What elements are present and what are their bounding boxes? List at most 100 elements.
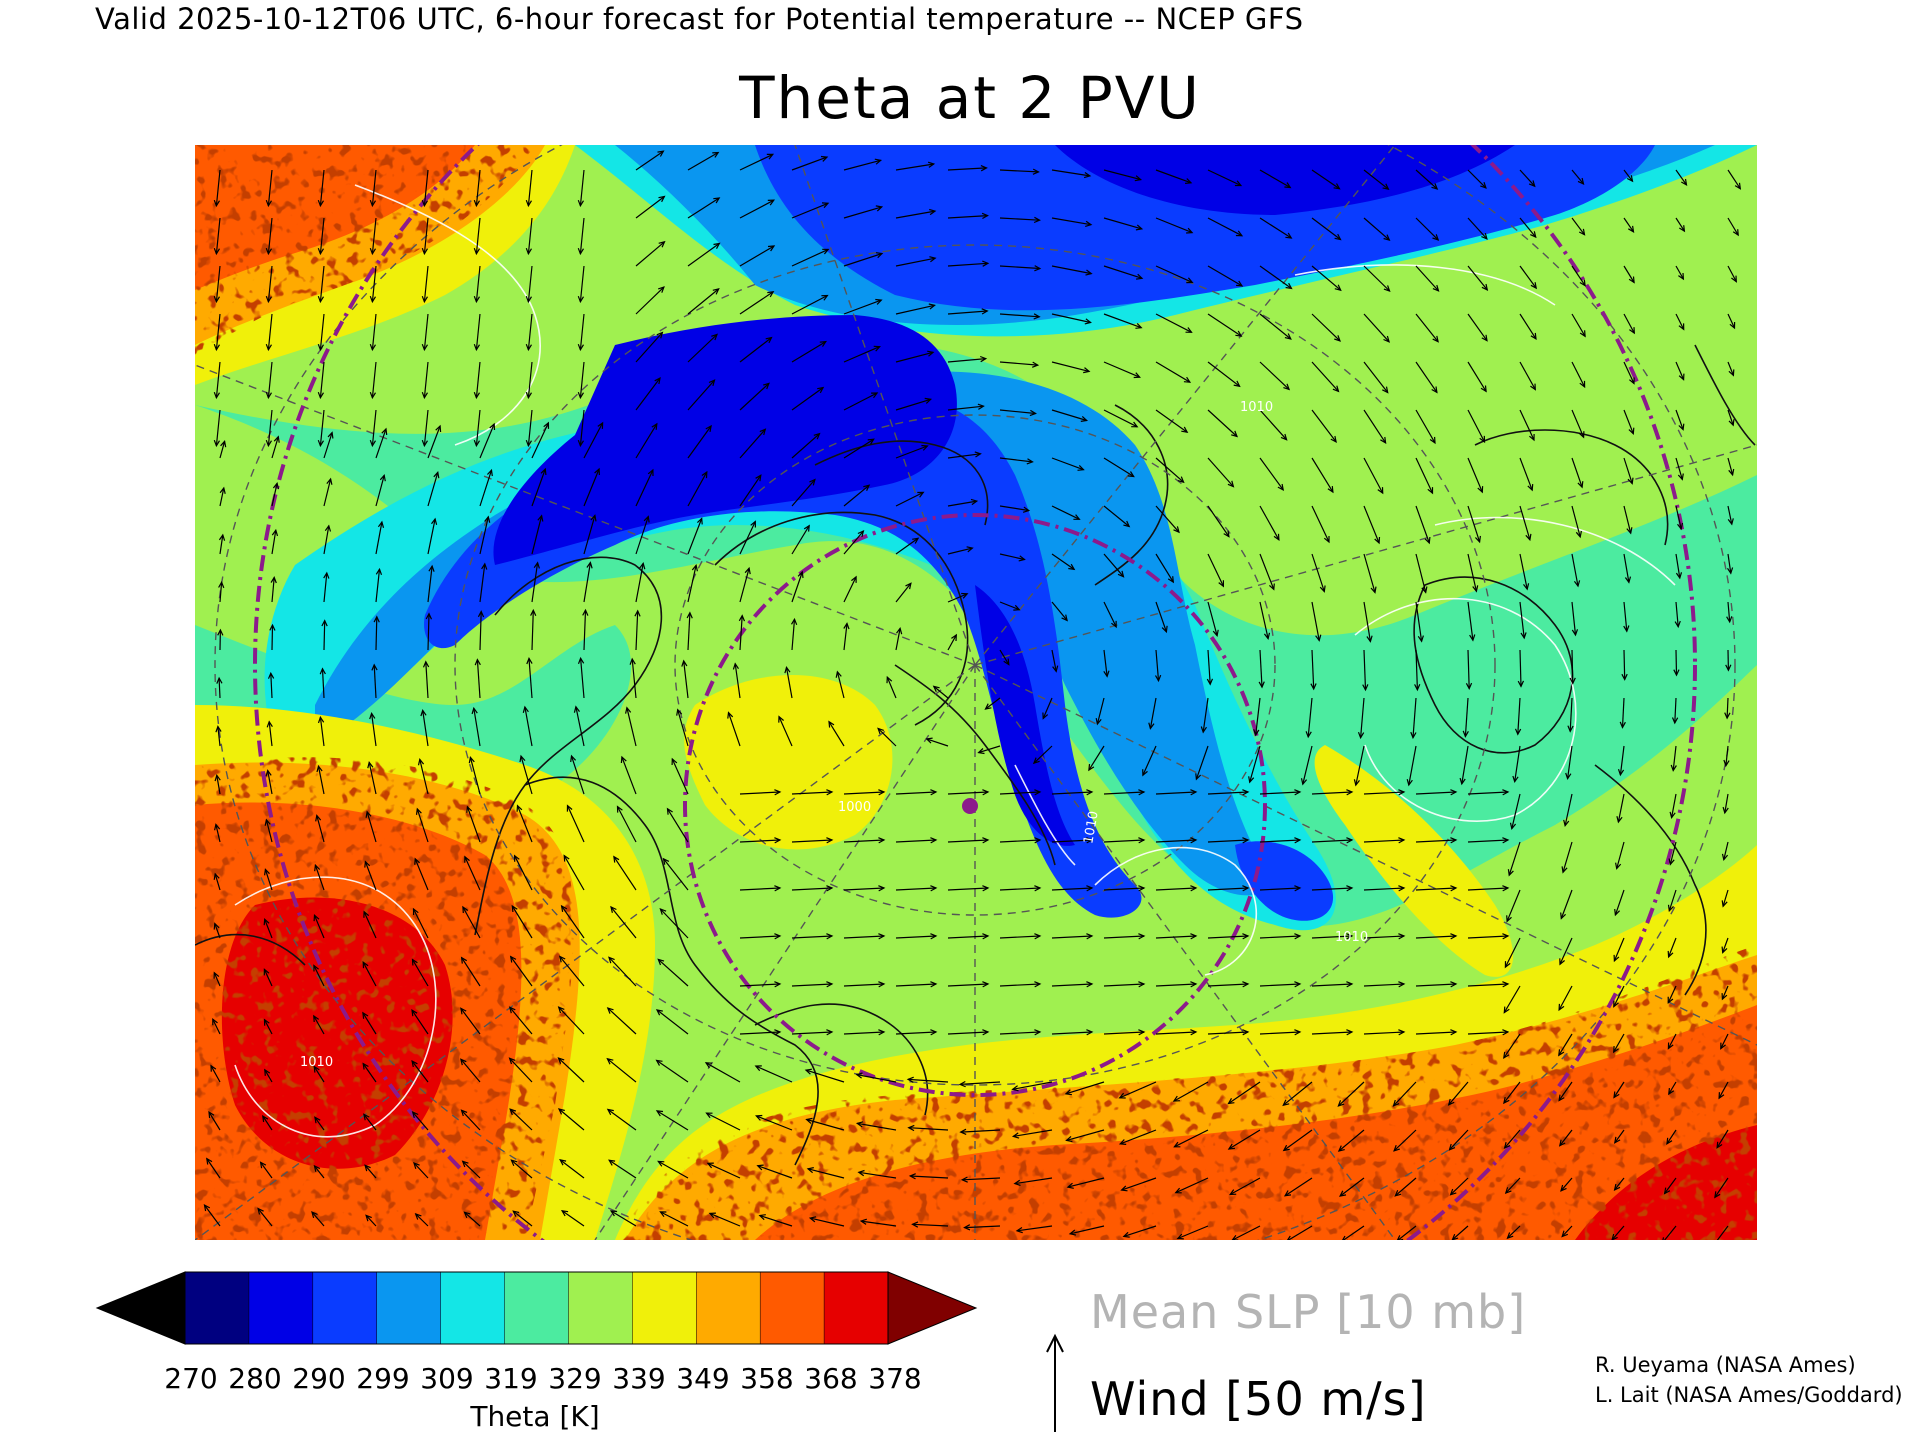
wind-vector-head xyxy=(1033,216,1041,224)
wind-vector xyxy=(479,470,493,507)
wind-vector xyxy=(1051,505,1080,520)
wind-vector-head xyxy=(750,520,756,528)
wind-vector-head xyxy=(763,382,770,390)
wind-vector-head xyxy=(921,444,929,451)
wind-vector xyxy=(371,713,377,747)
wind-vector-head xyxy=(1346,981,1354,988)
wind-vector-head xyxy=(1579,380,1586,389)
wind-vector xyxy=(1033,745,1053,764)
wind-vector xyxy=(687,425,712,459)
wind-vector xyxy=(1558,985,1573,1011)
wind-vector xyxy=(739,337,772,363)
wind-vector-head xyxy=(1528,180,1536,188)
wind-vector xyxy=(1621,697,1625,728)
wind-vector xyxy=(1311,791,1353,795)
wind-vector-head xyxy=(414,1213,422,1220)
wind-vector xyxy=(1363,553,1376,593)
wind-vector xyxy=(509,1108,533,1131)
wind-vector-head xyxy=(982,789,990,796)
wind-vector-head xyxy=(271,528,279,537)
wind-vector xyxy=(1393,1129,1417,1152)
wind-vector-head xyxy=(774,1029,782,1036)
wind-vector xyxy=(709,1212,741,1227)
wind-vector-head xyxy=(1671,717,1679,725)
wind-vector xyxy=(1155,983,1197,987)
wind-vector-head xyxy=(1138,789,1146,796)
wind-vector-head xyxy=(413,1161,420,1169)
wind-vector-head xyxy=(421,295,429,304)
wind-vector-head xyxy=(1398,837,1406,844)
wind-vector xyxy=(208,1111,221,1131)
wind-vector-head xyxy=(510,1159,518,1167)
wind-vector-head xyxy=(979,355,988,363)
wind-vector-head xyxy=(265,343,273,352)
wind-vector-head xyxy=(421,439,429,448)
theta-map[interactable] xyxy=(195,145,1757,1240)
wind-vector-head xyxy=(1286,1235,1293,1240)
wind-vector xyxy=(635,469,654,507)
wind-vector-head xyxy=(961,592,969,599)
wind-vector-head xyxy=(364,860,371,868)
wind-vector-head xyxy=(1561,1230,1569,1238)
wind-vector-head xyxy=(577,391,585,400)
wind-vector-head xyxy=(1567,725,1574,733)
wind-vector-head xyxy=(912,537,920,544)
wind-vectors xyxy=(203,150,1742,1240)
wind-vector xyxy=(1669,841,1677,865)
wind-vector xyxy=(314,1165,325,1179)
wind-vector xyxy=(1727,409,1734,426)
wind-vector-head xyxy=(1242,933,1250,940)
wind-vector-head xyxy=(1085,269,1093,276)
wind-vector-head xyxy=(928,303,936,310)
wind-vector-head xyxy=(1242,837,1250,844)
colorbar-cell xyxy=(568,1271,634,1345)
wind-vector-head xyxy=(874,158,883,165)
wind-vector xyxy=(947,935,989,939)
wind-vector-head xyxy=(1667,1042,1674,1050)
wind-vector-head xyxy=(217,628,224,636)
wind-vector xyxy=(1671,793,1677,818)
wind-vector xyxy=(1727,217,1739,236)
wind-vector xyxy=(1571,313,1586,337)
wind-vector-head xyxy=(557,1108,565,1115)
wind-vector-head xyxy=(577,343,585,352)
wind-vector xyxy=(509,1006,533,1035)
wind-vector xyxy=(1663,1225,1677,1240)
wind-vector-head xyxy=(1374,536,1381,545)
wind-vector-head xyxy=(1190,981,1198,988)
wind-vector-head xyxy=(886,675,893,684)
wind-vector-head xyxy=(908,1173,916,1180)
wind-vector xyxy=(1051,313,1091,324)
wind-vector xyxy=(843,484,870,507)
wind-vector xyxy=(1103,217,1142,230)
wind-vector-head xyxy=(820,155,829,162)
wind-vector xyxy=(373,664,377,699)
wind-vector xyxy=(579,217,585,254)
wind-vector-head xyxy=(477,610,485,618)
wind-vector xyxy=(1363,409,1387,444)
wind-vector xyxy=(895,257,936,267)
wind-vector-head xyxy=(327,431,334,439)
wind-vector xyxy=(1282,1081,1313,1106)
wind-vector xyxy=(687,242,720,267)
wind-vector xyxy=(908,1078,949,1083)
wind-vector-head xyxy=(1392,1099,1400,1107)
wind-vector-head xyxy=(1086,885,1094,892)
wind-vector xyxy=(626,707,637,747)
wind-vector xyxy=(1051,409,1087,422)
wind-vector-head xyxy=(1530,282,1538,290)
wind-vector-head xyxy=(930,981,938,988)
wind-vector-head xyxy=(213,391,221,400)
wind-vector xyxy=(219,487,225,507)
wind-vector-head xyxy=(317,715,325,724)
wind-vector xyxy=(1119,1129,1157,1145)
wind-vector xyxy=(1467,553,1477,592)
wind-vector xyxy=(1066,1129,1105,1141)
wind-vector-head xyxy=(875,298,883,305)
wind-vector xyxy=(1103,313,1142,329)
wind-vector-head xyxy=(1525,533,1532,542)
wind-vector-head xyxy=(1064,1089,1072,1096)
wind-vector xyxy=(1103,601,1117,628)
wind-vector xyxy=(1415,983,1457,987)
wind-vector xyxy=(423,265,429,302)
